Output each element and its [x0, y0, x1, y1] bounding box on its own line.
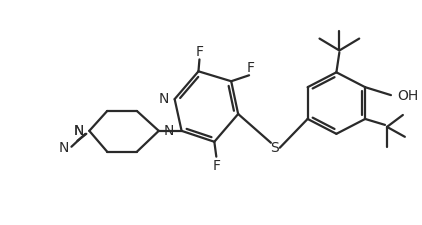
Text: N: N — [74, 123, 84, 137]
Text: F: F — [247, 61, 255, 75]
Text: F: F — [212, 158, 220, 172]
Text: N: N — [164, 123, 174, 137]
Text: N: N — [158, 92, 169, 106]
Text: OH: OH — [397, 89, 418, 103]
Text: N: N — [74, 123, 84, 137]
Text: S: S — [271, 140, 279, 154]
Text: N: N — [59, 140, 70, 154]
Text: F: F — [195, 45, 203, 59]
